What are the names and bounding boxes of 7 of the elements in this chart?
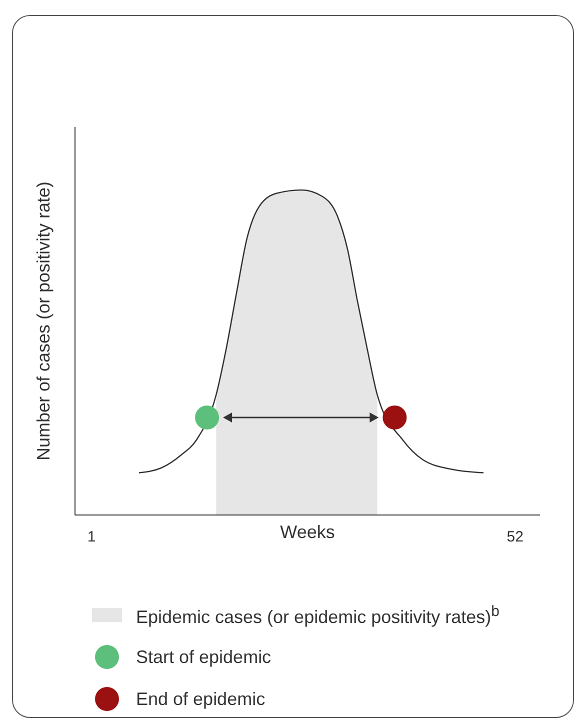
legend-label: End of epidemic	[136, 688, 266, 710]
x-tick-label: 1	[87, 528, 96, 546]
legend-label: Start of epidemic	[136, 646, 272, 668]
x-tick-label: 52	[506, 528, 524, 546]
legend-label: Epidemic cases (or epidemic positivity rates)$^{b}$	[136, 602, 500, 628]
y-axis-title: Number of cases (or positivity rate)	[33, 181, 54, 461]
x-axis-title: Weeks	[280, 522, 335, 542]
